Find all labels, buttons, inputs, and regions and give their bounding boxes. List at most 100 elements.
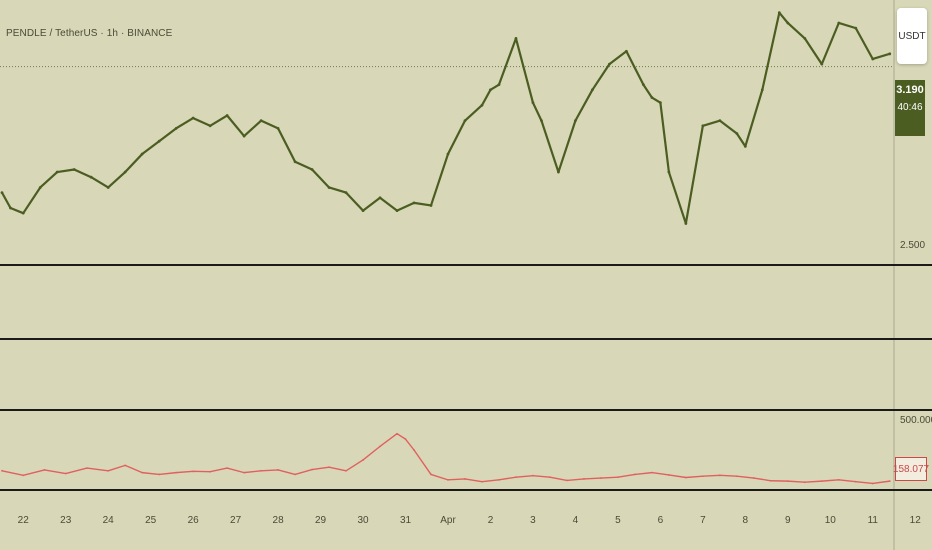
indicator-point	[617, 476, 619, 479]
price-point	[361, 209, 365, 213]
price-point	[608, 62, 611, 66]
time-axis-label: 8	[743, 515, 749, 526]
indicator-point	[311, 468, 313, 471]
time-axis-label: 31	[400, 515, 412, 526]
indicator-point	[786, 480, 789, 483]
symbol-title[interactable]: PENDLE / TetherUS · 1h · BINANCE	[6, 28, 173, 39]
time-axis-label: 12	[910, 515, 922, 526]
price-point	[820, 62, 824, 66]
price-point	[412, 201, 416, 205]
price-point	[378, 196, 382, 200]
price-point	[225, 114, 229, 117]
currency-button[interactable]: USDT	[897, 8, 927, 64]
indicator-point	[464, 478, 466, 480]
time-axis-label: 24	[103, 515, 115, 526]
price-point	[276, 126, 280, 130]
price-point	[259, 119, 263, 123]
price-point	[854, 26, 858, 30]
price-point	[9, 206, 12, 210]
indicator-point	[260, 469, 263, 472]
price-point	[157, 139, 161, 143]
time-axis-label: 6	[658, 515, 664, 526]
price-point	[786, 21, 790, 25]
indicator-point	[328, 466, 330, 469]
indicator-point	[430, 473, 432, 476]
price-point	[429, 204, 433, 207]
price-point	[89, 175, 93, 179]
indicator-point	[684, 476, 687, 479]
indicator-point	[752, 477, 755, 479]
indicator-point	[107, 469, 110, 472]
indicator-point	[837, 478, 840, 481]
time-axis-label: 4	[573, 515, 579, 526]
time-axis-label: 22	[18, 515, 30, 526]
price-point	[497, 83, 501, 87]
price-point	[658, 101, 662, 105]
indicator-point	[362, 459, 364, 461]
indicator-point	[175, 471, 178, 474]
indicator-point	[718, 474, 721, 477]
price-point	[514, 37, 518, 40]
indicator-point	[447, 478, 449, 481]
time-axis-label: Apr	[440, 515, 456, 526]
indicator-point	[413, 449, 415, 451]
price-point	[735, 132, 739, 135]
price-point	[557, 170, 560, 174]
indicator-pane	[1, 432, 891, 485]
price-point	[242, 134, 246, 138]
indicator-point	[379, 445, 381, 448]
price-point	[540, 119, 543, 123]
price-point	[327, 186, 331, 189]
indicator-point	[243, 471, 246, 474]
price-point	[395, 209, 399, 213]
price-point	[55, 170, 59, 174]
indicator-point	[481, 480, 483, 483]
indicator-point	[888, 480, 891, 483]
indicator-point	[820, 480, 823, 483]
time-axis-label: 7	[700, 515, 706, 526]
price-point	[701, 124, 705, 128]
indicator-point	[769, 479, 772, 482]
indicator-point	[871, 482, 874, 485]
price-point	[174, 126, 178, 130]
indicator-point	[86, 467, 88, 469]
indicator-point	[209, 470, 212, 473]
indicator-point	[141, 471, 144, 474]
indicator-point	[515, 476, 517, 479]
price-point	[344, 191, 348, 195]
indicator-point	[701, 475, 704, 478]
price-point	[574, 119, 577, 123]
time-axis-label: 28	[273, 515, 285, 526]
indicator-point	[64, 472, 67, 475]
indicator-point	[22, 474, 25, 477]
indicator-point	[532, 474, 534, 477]
price-point	[625, 49, 628, 53]
indicator-point	[566, 479, 568, 482]
price-point	[489, 88, 492, 92]
price-point	[871, 57, 875, 61]
price-point	[650, 96, 654, 99]
price-point	[684, 222, 688, 225]
time-axis-label: 23	[60, 515, 72, 526]
indicator-point	[498, 478, 500, 481]
time-axis-label: 9	[785, 515, 791, 526]
time-axis-label: 3	[530, 515, 536, 526]
time-axis-label: 27	[230, 515, 242, 526]
price-point	[293, 160, 297, 164]
bar-countdown: 40:46	[897, 102, 923, 113]
price-point	[803, 37, 807, 40]
price-axis[interactable]: 2.500 500.000	[900, 240, 932, 426]
indicator-point	[124, 464, 127, 467]
indicator-point	[633, 473, 636, 476]
indicator-point	[803, 481, 806, 484]
time-axis-label: 29	[315, 515, 327, 526]
time-axis[interactable]: 22 23 24 25 26 27 28 29 30 31 Apr 2 3 4 5 6 7 8 9 10 11 12	[18, 515, 922, 526]
price-point	[718, 119, 722, 123]
indicator-point	[404, 438, 407, 441]
time-axis-label: 26	[188, 515, 200, 526]
indicator-point	[583, 478, 585, 480]
price-point	[837, 21, 841, 25]
price-point	[38, 186, 42, 189]
price-point	[21, 211, 25, 215]
